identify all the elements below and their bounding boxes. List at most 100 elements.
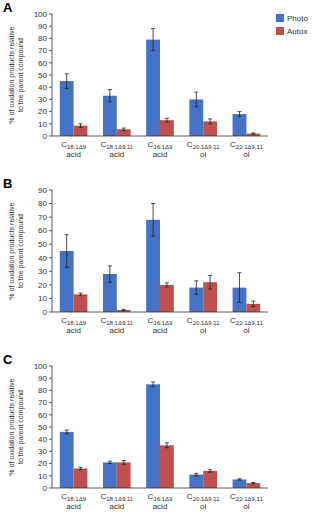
y-tick bbox=[49, 50, 52, 51]
bar bbox=[146, 384, 160, 488]
y-tick-label: 20 bbox=[38, 107, 47, 116]
error-stem bbox=[253, 301, 254, 306]
error-cap bbox=[122, 460, 126, 461]
y-tick bbox=[49, 203, 52, 204]
label-sub: 22:1Δ9,11 bbox=[236, 144, 264, 150]
label-sub: 20:1Δ9,11 bbox=[193, 144, 221, 150]
error-stem bbox=[210, 275, 211, 289]
bar bbox=[117, 129, 131, 136]
label-line: ol bbox=[243, 150, 249, 159]
error-cap bbox=[194, 106, 198, 107]
label-line: ol bbox=[243, 502, 249, 511]
error-cap bbox=[151, 203, 155, 204]
error-stem bbox=[109, 266, 110, 282]
error-bar bbox=[208, 275, 212, 289]
error-bar bbox=[194, 473, 198, 475]
y-axis bbox=[52, 190, 53, 312]
error-cap bbox=[194, 473, 198, 474]
figure: 0102030405060708090100C18:1Δ9acidC18:1Δ9… bbox=[0, 0, 326, 528]
error-stem bbox=[153, 204, 154, 237]
error-cap bbox=[151, 236, 155, 237]
error-cap bbox=[122, 464, 126, 465]
error-bar bbox=[208, 119, 212, 124]
bar bbox=[60, 432, 74, 488]
y-tick bbox=[49, 312, 52, 313]
bar bbox=[74, 468, 88, 488]
error-cap bbox=[194, 475, 198, 476]
error-stem bbox=[166, 443, 167, 448]
y-tick-label: 70 bbox=[38, 213, 47, 222]
error-cap bbox=[79, 123, 83, 124]
error-cap bbox=[237, 480, 241, 481]
error-stem bbox=[80, 293, 81, 296]
label-line: % of oxidation products relative bbox=[8, 378, 16, 475]
y-tick bbox=[49, 451, 52, 452]
error-cap bbox=[79, 469, 83, 470]
y-tick-label: 0 bbox=[43, 308, 48, 317]
y-tick-label: 40 bbox=[38, 83, 47, 92]
error-stem bbox=[196, 92, 197, 107]
error-bar bbox=[165, 118, 169, 122]
error-cap bbox=[108, 461, 112, 462]
bar bbox=[246, 483, 260, 488]
y-tick-label: 90 bbox=[38, 22, 47, 31]
error-stem bbox=[153, 29, 154, 51]
panel: 0102030405060708090C18:1Δ9acidC18:1Δ9,11… bbox=[3, 176, 268, 335]
error-cap bbox=[194, 280, 198, 281]
error-stem bbox=[153, 382, 154, 387]
error-cap bbox=[151, 50, 155, 51]
y-tick-label: 30 bbox=[38, 95, 47, 104]
y-tick bbox=[49, 427, 52, 428]
panel-label: A bbox=[3, 0, 13, 15]
y-tick-label: 60 bbox=[38, 59, 47, 68]
error-cap bbox=[251, 306, 255, 307]
x-axis bbox=[52, 488, 268, 489]
y-tick bbox=[49, 190, 52, 191]
error-cap bbox=[208, 118, 212, 119]
error-bar bbox=[194, 281, 198, 295]
error-cap bbox=[165, 447, 169, 448]
y-tick bbox=[49, 38, 52, 39]
x-tick-label: C16:1Δ9acid bbox=[148, 492, 173, 511]
error-bar bbox=[122, 309, 126, 310]
label-sub: 22:1Δ9,11 bbox=[236, 496, 264, 502]
label-line: ol bbox=[200, 326, 206, 335]
x-tick-label: C18:1Δ9,11acid bbox=[100, 140, 133, 159]
y-tick bbox=[49, 378, 52, 379]
bar bbox=[146, 40, 160, 136]
y-tick bbox=[49, 217, 52, 218]
bar bbox=[233, 479, 247, 488]
error-bar bbox=[79, 293, 83, 296]
label-line: acid bbox=[109, 502, 124, 511]
y-tick bbox=[49, 390, 52, 391]
x-tick-label: C16:1Δ9acid bbox=[148, 140, 173, 159]
label-line: ol bbox=[243, 326, 249, 335]
error-cap bbox=[251, 134, 255, 135]
error-cap bbox=[65, 73, 69, 74]
label-sub: 20:1Δ9,11 bbox=[193, 320, 221, 326]
error-bar bbox=[251, 483, 255, 484]
label-line: to the parent compound bbox=[17, 38, 25, 112]
error-cap bbox=[237, 302, 241, 303]
bar bbox=[60, 81, 74, 136]
error-cap bbox=[194, 92, 198, 93]
error-cap bbox=[122, 130, 126, 131]
error-bar bbox=[79, 467, 83, 469]
error-cap bbox=[208, 275, 212, 276]
error-stem bbox=[109, 90, 110, 102]
x-tick-label: C22:1Δ9,11ol bbox=[230, 492, 263, 511]
legend-label: Autox bbox=[287, 27, 307, 36]
label-line: acid bbox=[153, 326, 168, 335]
y-tick bbox=[49, 87, 52, 88]
x-tick-label: C18:1Δ9acid bbox=[61, 316, 86, 335]
error-cap bbox=[151, 28, 155, 29]
y-tick-label: 50 bbox=[38, 71, 47, 80]
y-tick bbox=[49, 439, 52, 440]
y-tick bbox=[49, 463, 52, 464]
error-bar bbox=[251, 301, 255, 306]
error-stem bbox=[66, 235, 67, 268]
label-line: to the parent compound bbox=[17, 214, 25, 288]
panel: 0102030405060708090100C18:1Δ9acidC18:1Δ9… bbox=[3, 0, 308, 159]
y-tick bbox=[49, 488, 52, 489]
legend: PhotoAutox bbox=[276, 14, 308, 36]
